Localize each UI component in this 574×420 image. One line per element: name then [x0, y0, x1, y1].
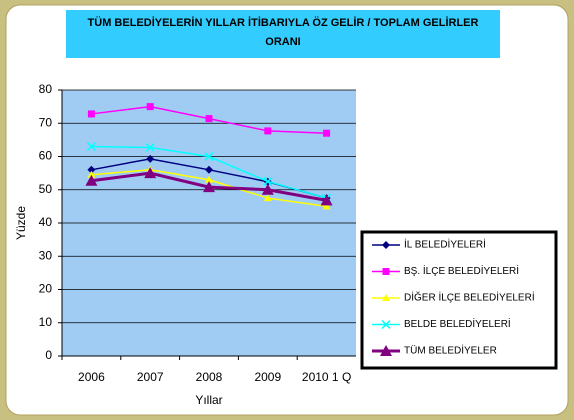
marker — [323, 129, 331, 137]
marker — [86, 141, 96, 152]
marker — [263, 194, 272, 202]
y-tick-label: 40 — [39, 215, 53, 229]
y-tick-label: 60 — [39, 149, 53, 163]
y-tick-label: 20 — [39, 282, 53, 296]
chart-title: ORANI — [265, 36, 300, 48]
x-axis-label: Yıllar — [195, 393, 222, 407]
marker — [264, 127, 272, 135]
y-tick-label: 50 — [39, 182, 53, 196]
legend-label: TÜM BELEDİYELER — [404, 344, 497, 357]
chart-title: TÜM BELEDİYELERİN YILLAR İTİBARIYLA ÖZ G… — [88, 16, 479, 29]
x-tick-label: 2007 — [137, 370, 164, 384]
marker — [146, 154, 155, 163]
title-box — [66, 10, 500, 58]
legend — [360, 230, 558, 370]
marker — [263, 176, 273, 186]
x-tick-label: 2006 — [78, 370, 105, 384]
marker — [144, 167, 157, 179]
legend-label: İL BELEDİYELERİ — [404, 238, 486, 251]
y-tick-label: 80 — [39, 82, 53, 96]
marker — [382, 268, 390, 275]
y-tick-label: 70 — [39, 115, 53, 129]
marker — [320, 194, 333, 206]
legend-label: BŞ. İLÇE BELEDİYELERİ — [404, 264, 519, 277]
marker — [87, 110, 95, 118]
marker — [146, 103, 154, 111]
marker — [85, 174, 98, 186]
marker — [322, 202, 331, 210]
y-axis-label: Yüzde — [14, 206, 28, 240]
y-tick-label: 10 — [39, 315, 53, 329]
marker — [87, 170, 96, 178]
x-tick-label: 2008 — [196, 370, 223, 384]
marker — [261, 183, 274, 195]
marker — [205, 165, 213, 174]
marker — [145, 142, 155, 153]
marker — [381, 319, 391, 330]
y-tick-label: 0 — [45, 348, 52, 362]
legend-label: BELDE BELEDİYELERİ — [404, 317, 511, 330]
legend-label: DİĞER İLÇE BELEDİYELERİ — [404, 291, 535, 304]
x-tick-label: 2009 — [254, 370, 281, 384]
marker — [380, 345, 392, 356]
marker — [87, 165, 96, 174]
marker — [203, 181, 215, 193]
marker — [382, 294, 390, 301]
x-tick-label: 2010 1 Q — [302, 370, 351, 384]
y-tick-label: 30 — [39, 248, 53, 262]
marker — [204, 151, 214, 162]
marker — [205, 115, 213, 123]
marker — [382, 241, 390, 249]
marker — [205, 175, 213, 183]
